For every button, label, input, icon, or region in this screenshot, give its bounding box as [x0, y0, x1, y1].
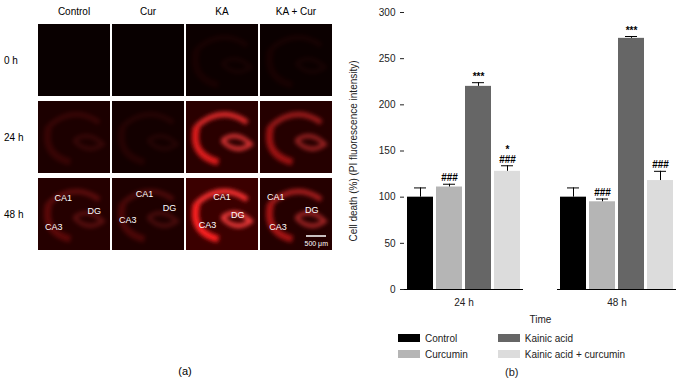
svg-text:CA1: CA1: [267, 192, 285, 202]
svg-text:0 h: 0 h: [4, 55, 18, 66]
svg-text:48 h: 48 h: [4, 209, 23, 220]
svg-text:24 h: 24 h: [4, 132, 23, 143]
svg-text:48 h: 48 h: [607, 297, 626, 308]
svg-text:Cell death (%) (PI fluorescenc: Cell death (%) (PI fluorescence intensit…: [348, 60, 359, 241]
html-text:Kainic acid: Kainic acid: [524, 332, 574, 344]
svg-text:300: 300: [379, 7, 396, 18]
svg-text:Control: Control: [58, 6, 90, 17]
svg-text:***: ***: [473, 71, 485, 82]
svg-text:CA1: CA1: [136, 189, 154, 199]
svg-text:50: 50: [384, 238, 396, 249]
svg-text:DG: DG: [163, 203, 177, 213]
svg-text:Time: Time: [530, 314, 552, 325]
svg-text:KA + Cur: KA + Cur: [276, 6, 317, 17]
svg-text:###: ###: [652, 159, 669, 170]
svg-text:250: 250: [379, 53, 396, 64]
html-text:Control: Control: [425, 332, 458, 344]
svg-text:CA1: CA1: [213, 192, 231, 202]
svg-text:CA3: CA3: [269, 222, 287, 232]
svg-text:(a): (a): [178, 365, 191, 377]
svg-text:Cur: Cur: [140, 6, 157, 17]
svg-text:*###: *###: [499, 144, 516, 165]
svg-text:150: 150: [379, 145, 396, 156]
svg-text:100: 100: [379, 191, 396, 202]
svg-text:200: 200: [379, 99, 396, 110]
svg-text:DG: DG: [305, 205, 319, 215]
svg-text:###: ###: [441, 172, 458, 183]
svg-text:500 μm: 500 μm: [305, 240, 329, 248]
html-text:Kainic acid + curcumin: Kainic acid + curcumin: [524, 348, 626, 360]
html-text:(b): (b): [505, 366, 519, 378]
svg-text:CA3: CA3: [119, 215, 137, 225]
svg-text:***: ***: [626, 25, 638, 36]
svg-text:DG: DG: [231, 210, 245, 220]
svg-text:24 h: 24 h: [454, 297, 473, 308]
svg-text:CA1: CA1: [54, 193, 72, 203]
svg-text:KA: KA: [215, 6, 229, 17]
svg-text:CA3: CA3: [199, 220, 217, 230]
svg-text:###: ###: [594, 187, 611, 198]
svg-text:DG: DG: [87, 206, 101, 216]
svg-text:CA3: CA3: [45, 222, 63, 232]
html-text:Curcumin: Curcumin: [425, 348, 468, 360]
svg-text:0: 0: [390, 284, 396, 295]
